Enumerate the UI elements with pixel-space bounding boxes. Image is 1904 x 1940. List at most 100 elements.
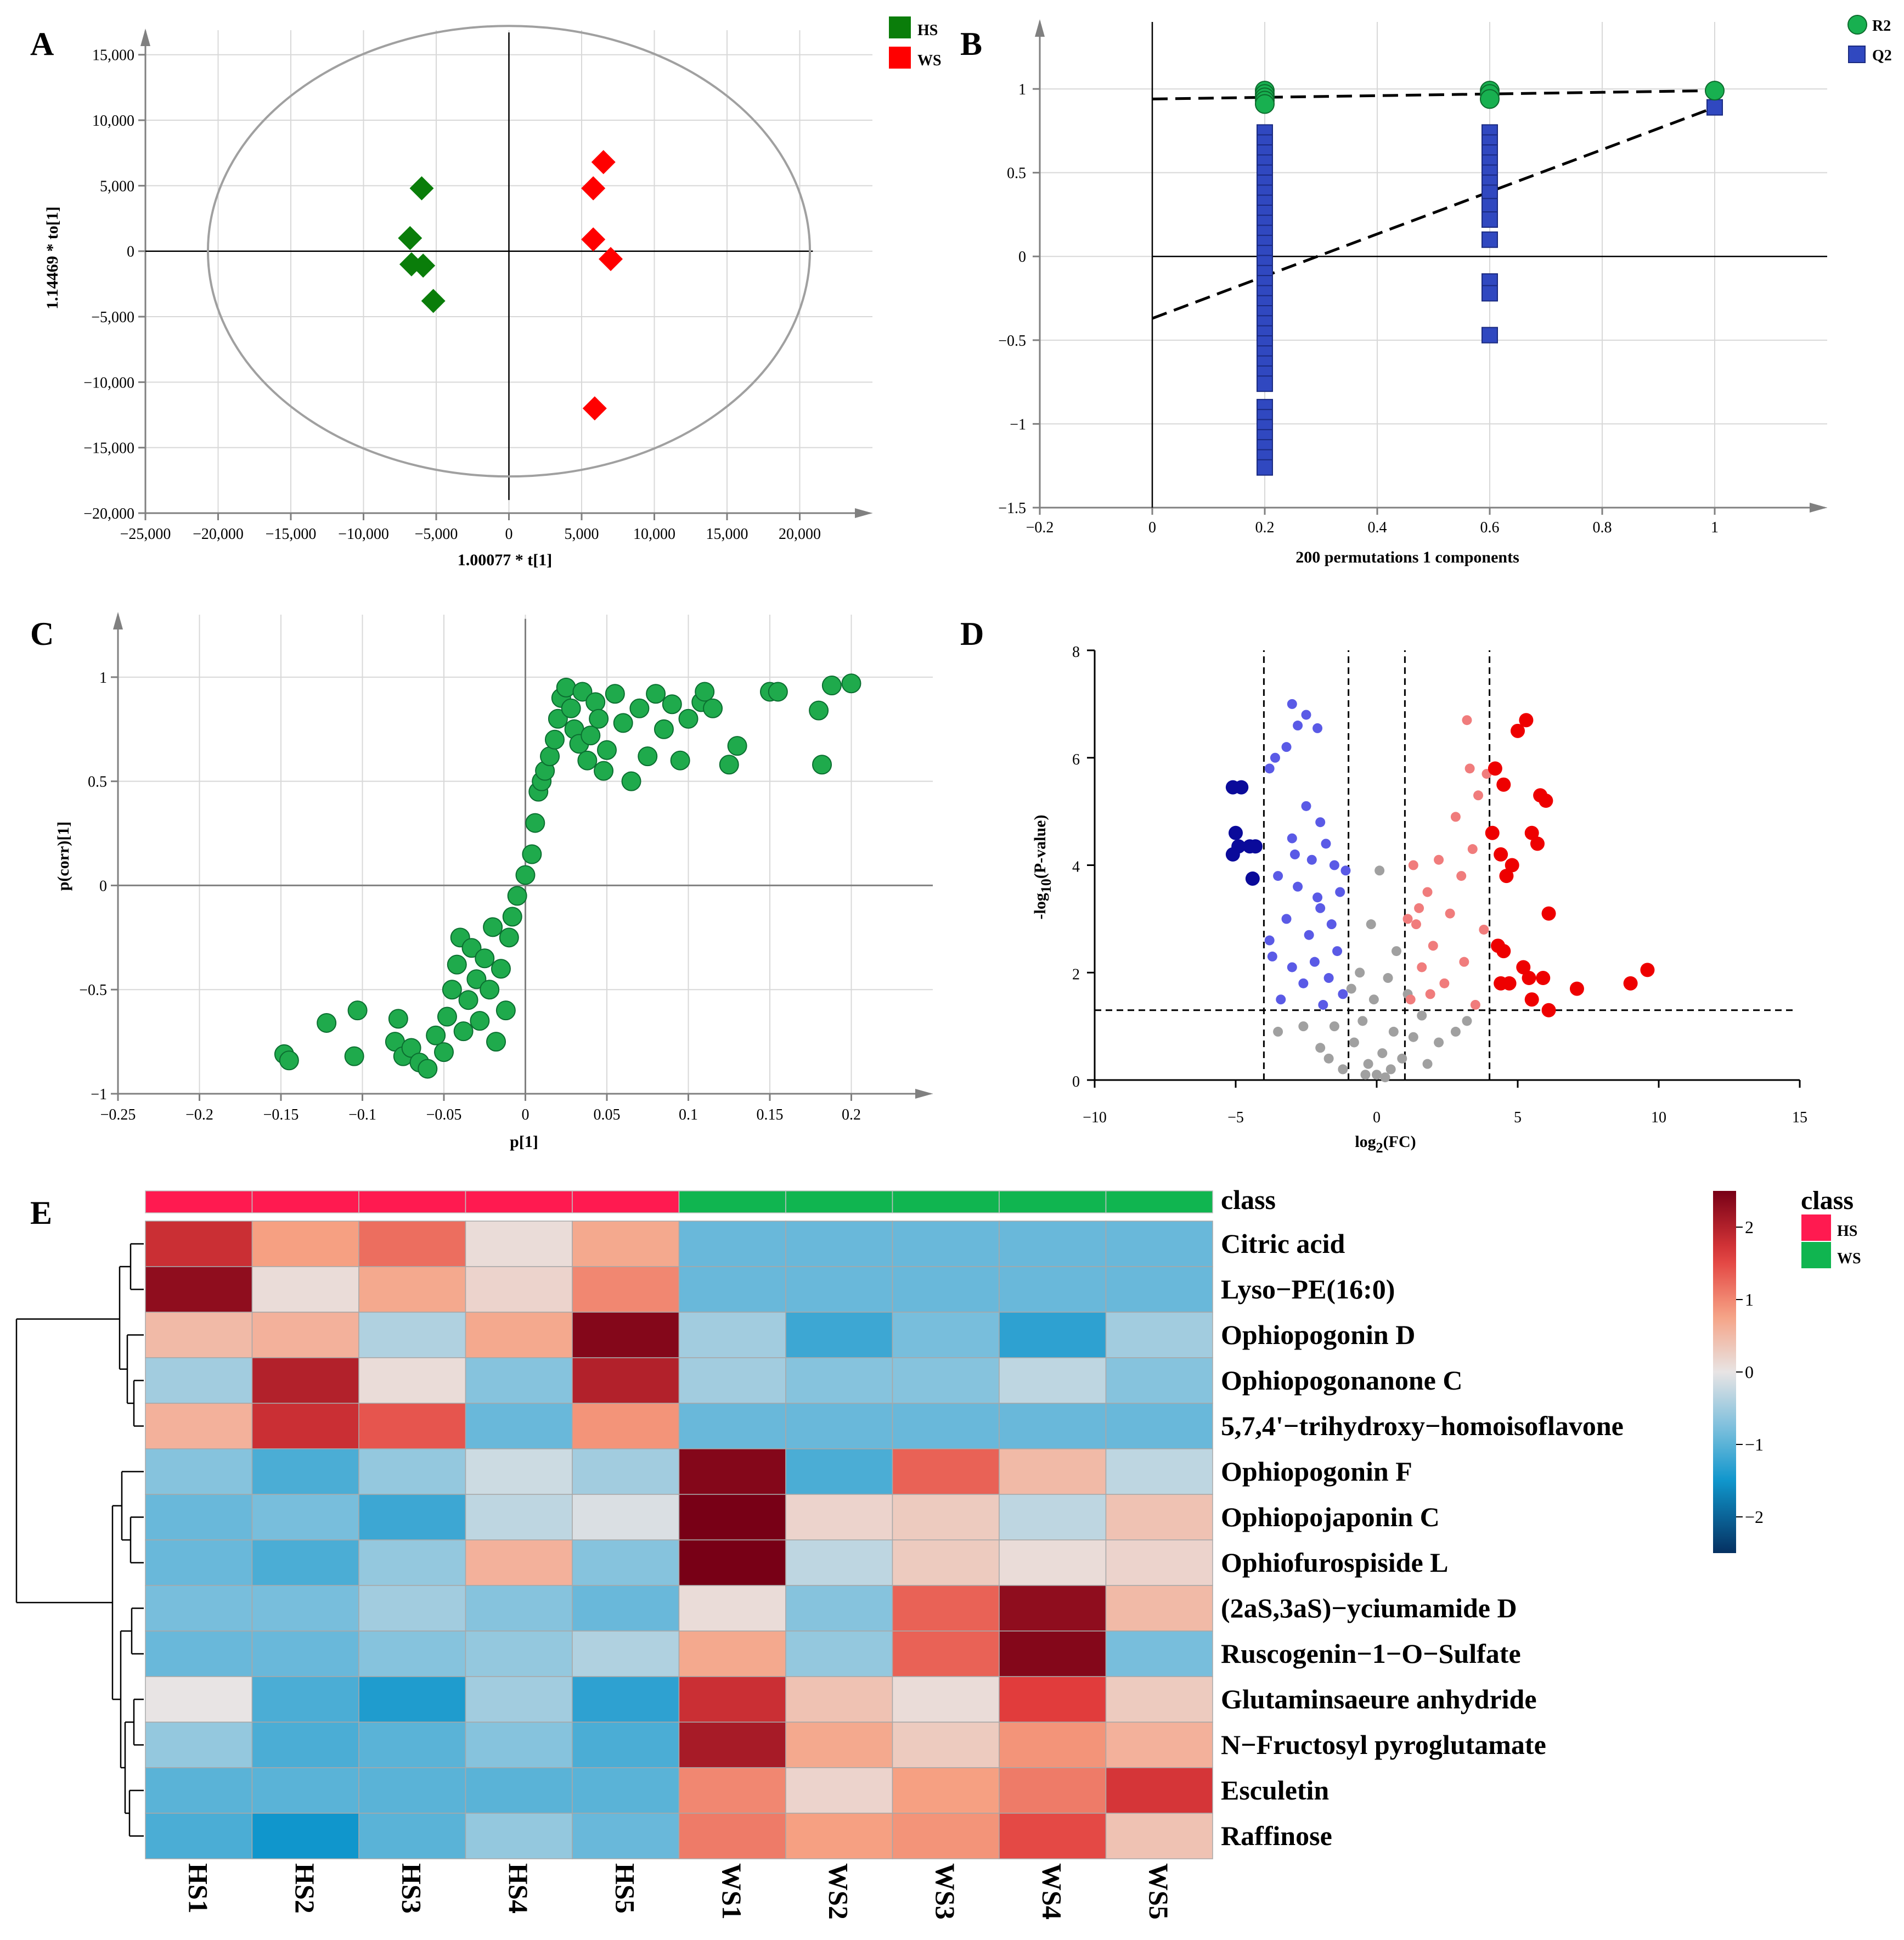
data-point-down — [1267, 951, 1277, 961]
data-point — [581, 726, 601, 746]
row-label: 5,7,4'−trihydroxy−homoisoflavone — [1221, 1410, 1624, 1441]
data-point-not-significant — [1380, 1072, 1390, 1083]
data-point-down — [1270, 752, 1280, 763]
heatmap-cell — [785, 1494, 893, 1540]
column-label: HS2 — [290, 1863, 320, 1914]
y-axis-arrowhead — [140, 29, 150, 46]
heatmap-cell — [1105, 1448, 1213, 1495]
colorbar-tick-label: 0 — [1745, 1362, 1754, 1382]
data-point — [585, 692, 606, 712]
heatmap-cell — [999, 1630, 1107, 1677]
data-point-strongly-up — [1623, 976, 1638, 991]
heatmap-cell — [465, 1630, 573, 1677]
heatmap-cell — [678, 1221, 786, 1267]
heatmap-cell — [892, 1448, 1000, 1495]
heatmap-cell — [251, 1676, 359, 1723]
heatmap-cell — [785, 1539, 893, 1586]
heatmap-cell — [892, 1539, 1000, 1586]
data-point-r2 — [1480, 89, 1500, 109]
data-point-strongly-down — [1229, 825, 1243, 840]
class-annotation-hs — [572, 1190, 680, 1213]
row-label: (2aS,3aS)−yciumamide D — [1221, 1593, 1517, 1623]
heatmap-cell — [999, 1722, 1107, 1768]
data-point-strongly-up — [1511, 723, 1525, 738]
colorbar-tick-label: 2 — [1745, 1217, 1754, 1237]
heatmap-cell — [785, 1767, 893, 1814]
heatmap-cell — [145, 1630, 253, 1677]
data-point-up — [1479, 924, 1489, 935]
x-tick-label: 0 — [522, 1106, 529, 1123]
data-point-up — [1425, 989, 1435, 999]
data-point — [525, 813, 545, 833]
heatmap-cell — [678, 1630, 786, 1677]
column-label: WS1 — [717, 1863, 747, 1920]
heatmap-cell — [999, 1494, 1107, 1540]
class-annotation-hs — [145, 1190, 253, 1213]
heatmap-cell — [465, 1403, 573, 1449]
data-point-not-significant — [1346, 983, 1356, 994]
heatmap-cell — [465, 1448, 573, 1495]
data-point-hs — [411, 253, 436, 278]
y-tick-label: 4 — [1072, 859, 1080, 876]
data-point-q2 — [1257, 459, 1273, 476]
data-point-not-significant — [1366, 919, 1376, 930]
heatmap-cell — [999, 1221, 1107, 1267]
data-point-strongly-down — [1245, 871, 1260, 886]
heatmap-cell — [251, 1813, 359, 1859]
row-label: N−Fructosyl pyroglutamate — [1221, 1729, 1546, 1760]
data-point — [317, 1013, 337, 1033]
data-point — [621, 771, 641, 791]
x-tick-label: 0 — [505, 526, 513, 543]
data-point-ws — [581, 176, 606, 201]
data-point — [279, 1050, 299, 1071]
column-label: HS4 — [503, 1863, 534, 1914]
heatmap-cell — [678, 1767, 786, 1814]
data-point-ws — [581, 227, 606, 252]
data-point-not-significant — [1315, 1043, 1326, 1053]
heatmap-cell — [145, 1767, 253, 1814]
x-tick-label: 0.4 — [1368, 519, 1387, 536]
x-axis-label: log2(FC) — [1355, 1133, 1416, 1156]
data-point — [344, 1046, 364, 1066]
data-point-down — [1276, 994, 1286, 1005]
colorbar-tick-label: 1 — [1745, 1290, 1754, 1309]
data-point — [466, 969, 487, 989]
y-tick-label: 15,000 — [92, 47, 134, 64]
data-point — [605, 684, 625, 704]
x-tick-label: −0.15 — [263, 1106, 299, 1123]
y-tick-label: −15,000 — [83, 440, 134, 457]
heatmap-cell — [145, 1357, 253, 1404]
data-point-strongly-up — [1539, 794, 1553, 808]
heatmap-cell — [1105, 1494, 1213, 1540]
y-tick-label: −1.5 — [998, 500, 1026, 517]
data-point-not-significant — [1450, 1026, 1461, 1037]
y-axis-arrowhead — [1035, 19, 1045, 37]
x-tick-label: 0.2 — [1255, 519, 1275, 536]
heatmap-cell — [892, 1494, 1000, 1540]
heatmap-cell — [572, 1767, 680, 1814]
x-axis-arrowhead — [1810, 503, 1827, 513]
y-tick-label: 0.5 — [1007, 165, 1026, 182]
data-point — [461, 938, 482, 958]
data-point — [426, 1025, 446, 1045]
data-point-not-significant — [1375, 865, 1385, 876]
data-point — [727, 736, 747, 756]
x-tick-label: 10 — [1651, 1109, 1666, 1126]
heatmap-cell — [572, 1403, 680, 1449]
heatmap-cell — [358, 1221, 466, 1267]
data-point — [654, 719, 674, 739]
data-point-down — [1304, 930, 1314, 940]
data-point-up — [1456, 871, 1467, 881]
y-tick-label: 0 — [1072, 1073, 1080, 1090]
data-point-q2 — [1481, 327, 1498, 344]
heatmap-cell — [892, 1630, 1000, 1677]
data-point-down — [1315, 903, 1326, 913]
data-point-not-significant — [1408, 1032, 1418, 1042]
data-point-not-significant — [1368, 994, 1379, 1005]
data-point-down — [1306, 854, 1317, 865]
heatmap-cell — [678, 1357, 786, 1404]
heatmap-cell — [572, 1266, 680, 1313]
data-point — [629, 698, 650, 718]
data-point-not-significant — [1385, 1064, 1396, 1075]
